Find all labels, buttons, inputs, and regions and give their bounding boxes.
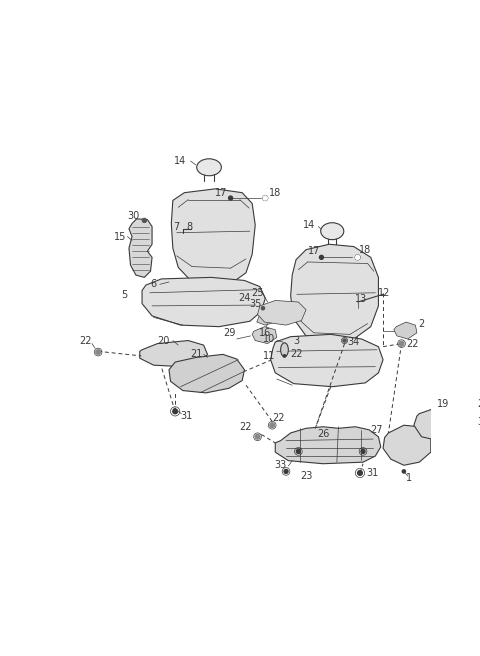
Text: 34: 34 (348, 337, 360, 347)
Text: 27: 27 (371, 425, 383, 435)
Text: 30: 30 (128, 211, 140, 221)
Circle shape (228, 195, 233, 201)
Circle shape (398, 340, 405, 346)
Text: 1: 1 (406, 474, 412, 483)
Text: 7: 7 (174, 222, 180, 232)
Circle shape (142, 218, 147, 222)
Text: 2: 2 (419, 319, 425, 329)
Text: 8: 8 (187, 222, 193, 232)
Text: 14: 14 (174, 156, 187, 166)
Circle shape (254, 434, 261, 440)
Circle shape (360, 449, 366, 454)
Text: 15: 15 (114, 232, 126, 241)
Text: 22: 22 (272, 413, 285, 422)
Polygon shape (414, 408, 458, 441)
Text: 17: 17 (215, 188, 228, 197)
Circle shape (263, 195, 268, 201)
Circle shape (283, 354, 287, 358)
Polygon shape (258, 300, 306, 325)
Circle shape (283, 469, 289, 474)
Text: 3: 3 (294, 335, 300, 346)
Ellipse shape (197, 159, 221, 176)
Circle shape (261, 306, 265, 310)
Polygon shape (169, 354, 244, 393)
Polygon shape (129, 219, 152, 277)
Text: 31: 31 (180, 411, 192, 421)
Circle shape (269, 422, 275, 428)
Text: 10: 10 (263, 334, 275, 344)
Circle shape (95, 349, 101, 355)
Text: 28: 28 (477, 399, 480, 409)
Text: 5: 5 (121, 290, 128, 300)
Polygon shape (140, 340, 207, 367)
Polygon shape (257, 311, 277, 325)
Text: 18: 18 (359, 245, 372, 255)
Ellipse shape (281, 343, 288, 357)
Text: 22: 22 (80, 335, 92, 346)
Text: 24: 24 (238, 293, 251, 303)
Text: 29: 29 (223, 328, 235, 338)
Text: 22: 22 (240, 422, 252, 432)
Text: 21: 21 (190, 348, 202, 359)
Polygon shape (275, 427, 381, 464)
Text: 18: 18 (269, 188, 281, 197)
Text: 14: 14 (303, 220, 315, 230)
Text: 16: 16 (259, 328, 271, 338)
Circle shape (172, 408, 178, 415)
Text: 26: 26 (317, 430, 329, 440)
Text: 22: 22 (406, 338, 419, 348)
Polygon shape (394, 322, 417, 339)
Text: 20: 20 (157, 335, 170, 346)
Text: 31: 31 (366, 468, 378, 478)
Polygon shape (171, 189, 255, 285)
Circle shape (357, 470, 363, 476)
Text: 17: 17 (308, 246, 320, 256)
Polygon shape (142, 277, 265, 327)
Text: 25: 25 (252, 288, 264, 298)
Circle shape (355, 255, 360, 260)
Polygon shape (291, 244, 378, 342)
Circle shape (342, 338, 347, 343)
Text: 19: 19 (437, 399, 449, 409)
Text: 6: 6 (151, 279, 156, 289)
Circle shape (296, 449, 301, 454)
Ellipse shape (321, 222, 344, 239)
Text: 35: 35 (249, 298, 262, 308)
Text: 11: 11 (263, 351, 275, 361)
Circle shape (402, 469, 406, 474)
Polygon shape (383, 425, 431, 465)
Text: 13: 13 (355, 294, 368, 304)
Circle shape (319, 255, 324, 260)
Text: 22: 22 (290, 348, 303, 359)
Text: 32: 32 (477, 417, 480, 427)
Text: 12: 12 (378, 288, 391, 298)
Polygon shape (271, 335, 383, 387)
Text: 23: 23 (300, 471, 312, 481)
Text: 33: 33 (275, 461, 287, 470)
Polygon shape (458, 405, 480, 421)
Polygon shape (252, 327, 277, 344)
